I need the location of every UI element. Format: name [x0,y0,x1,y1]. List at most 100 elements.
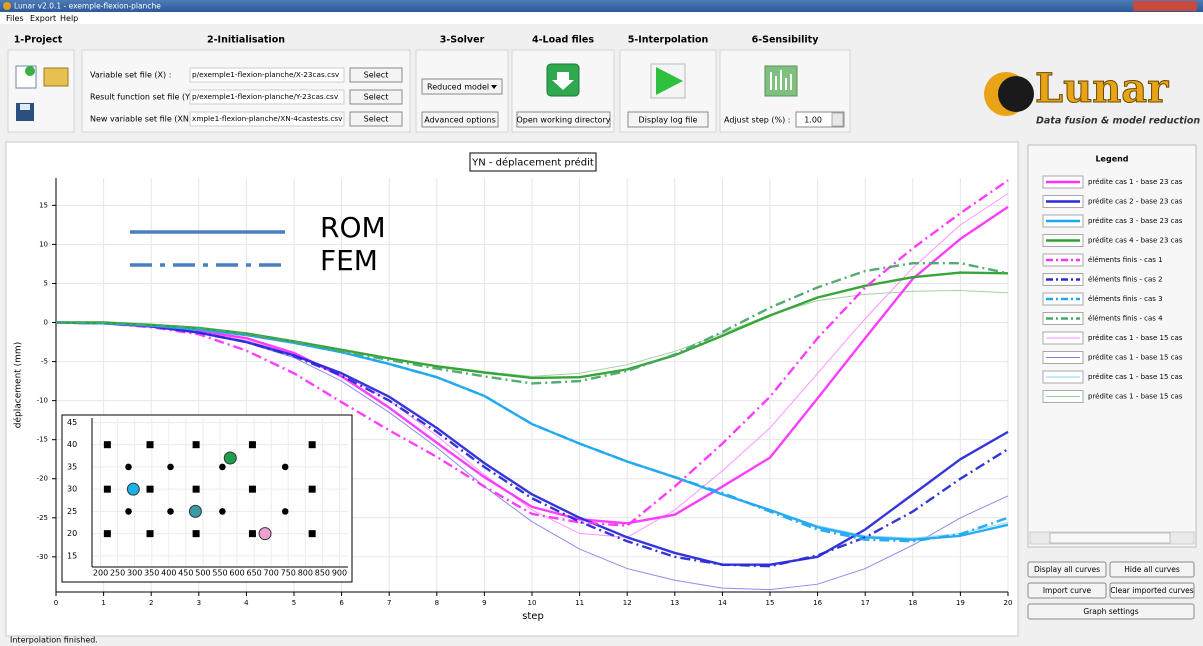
legend-label: éléments finis - cas 1 [1088,256,1163,264]
y-tick-label: 35 [67,462,77,471]
x-tick-label: 350 [144,569,159,578]
scatter-point [282,464,289,471]
scatter-point [193,441,200,448]
button-label: Graph settings [1083,607,1138,616]
annotation-text: ROM [320,211,386,244]
scatter-point [193,486,200,493]
chart-title: YN - déplacement prédit [471,157,594,169]
menu-item[interactable]: Help [60,14,78,23]
x-tick-label: 300 [127,569,142,578]
scatter-point [282,508,289,515]
x-tick-label: 600 [229,569,244,578]
x-tick-label: 6 [339,599,344,607]
scatter-point [104,530,111,537]
legend-label: prédite cas 1 - base 15 cas [1088,373,1183,381]
x-tick-label: 800 [298,569,313,578]
section-title: 3-Solver [440,35,485,46]
scatter-point [309,530,316,537]
field-label: Result function set file (Y) : [90,93,198,102]
scatter-point [219,464,226,471]
x-tick-label: 1 [101,599,105,607]
button-label: Select [364,71,389,80]
button-label: Display log file [639,116,698,125]
step-spinbox-value: 1.00 [804,116,822,125]
scatter-point [104,441,111,448]
x-tick-label: 7 [387,599,391,607]
section-title: 5-Interpolation [628,35,709,46]
legend-label: prédite cas 1 - base 15 cas [1088,334,1183,342]
x-tick-label: 18 [908,599,917,607]
x-tick-label: 400 [161,569,176,578]
section-title: 6-Sensibility [752,35,820,46]
y-tick-label: -25 [37,514,48,522]
scatter-point [125,464,132,471]
y-tick-label: -30 [37,553,48,561]
menu-bar [0,12,1203,24]
scatter-point [309,441,316,448]
menu-item[interactable]: Files [6,14,24,23]
inset-frame [62,415,352,582]
y-tick-label: 15 [39,201,48,209]
legend-label: éléments finis - cas 2 [1088,276,1163,284]
button-label: Select [364,93,389,102]
open-project-icon[interactable] [44,68,68,86]
x-tick-label: 200 [93,569,108,578]
scatter-point [249,530,256,537]
x-tick-label: 0 [54,599,58,607]
y-tick-label: -10 [37,397,48,405]
path-value: p/exemple1-flexion-planche/X-23cas.csv [192,70,340,79]
x-tick-label: 8 [435,599,439,607]
x-tick-label: 750 [281,569,296,578]
y-tick-label: 5 [44,279,48,287]
y-tick-label: 25 [67,507,77,516]
y-tick-label: -5 [41,358,48,366]
button-label: Open working directory [517,116,611,125]
x-tick-label: 20 [1004,599,1013,607]
scatter-point [147,486,154,493]
legend-label: prédite cas 2 - base 23 cas [1088,198,1183,206]
window-controls[interactable] [1133,1,1197,11]
x-tick-label: 5 [292,599,296,607]
legend-label: prédite cas 4 - base 23 cas [1088,237,1183,245]
y-tick-label: 45 [67,418,77,427]
x-tick-label: 11 [575,599,584,607]
path-value: p/exemple1-flexion-planche/Y-23cas.csv [192,92,339,101]
page: { "window": {"title": "Lunar v2.0.1 - ex… [0,0,1203,646]
y-tick-label: -15 [37,436,48,444]
x-tick-label: 10 [528,599,537,607]
path-value: xmple1-flexion-planche/XN-4castests.csv [192,114,343,123]
x-tick-label: 12 [623,599,632,607]
x-tick-label: 500 [195,569,210,578]
x-tick-label: 450 [178,569,193,578]
x-tick-label: 17 [861,599,870,607]
x-tick-label: 14 [718,599,727,607]
button-label: Select [364,115,389,124]
scatter-point [104,486,111,493]
scatter-point [259,528,271,540]
button-label: Clear imported curves [1110,586,1194,595]
scatter-point [147,441,154,448]
scatter-point [224,452,236,464]
y-tick-label: 30 [67,485,77,494]
status-bar: Interpolation finished. [10,636,98,645]
x-tick-label: 2 [149,599,153,607]
section-title: 4-Load files [532,35,594,46]
title-bar [0,0,1203,12]
button-label: Hide all curves [1124,565,1180,574]
y-axis-label: déplacement (mm) [13,342,24,428]
app-window: Lunar v2.0.1 - exemple-flexion-planche F… [0,0,1203,646]
scatter-point [147,530,154,537]
scrollbar-thumb[interactable] [1050,533,1170,543]
legend-label: éléments finis - cas 3 [1088,295,1163,303]
menu-item[interactable]: Export [30,14,56,23]
x-tick-label: 650 [246,569,261,578]
model-dropdown-value: Reduced model [427,83,489,92]
scatter-point [249,486,256,493]
y-tick-label: 40 [67,440,77,449]
x-tick-label: 250 [110,569,125,578]
scatter-point [167,508,174,515]
app-icon [3,2,11,10]
spin-arrows[interactable] [832,113,843,126]
